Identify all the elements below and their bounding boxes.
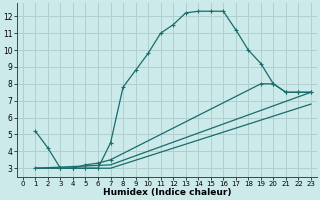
X-axis label: Humidex (Indice chaleur): Humidex (Indice chaleur) <box>103 188 231 197</box>
